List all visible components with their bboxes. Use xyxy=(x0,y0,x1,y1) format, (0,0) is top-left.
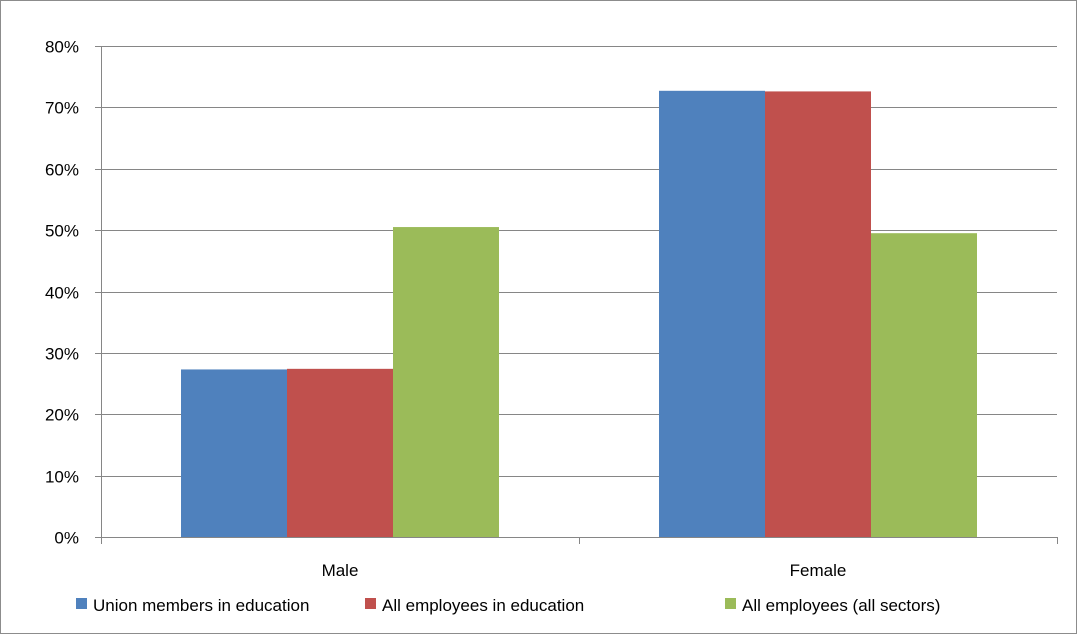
legend-swatch xyxy=(365,598,376,609)
x-tick-label: Female xyxy=(790,561,847,580)
legend-swatch xyxy=(725,598,736,609)
bars xyxy=(181,90,977,538)
x-tick-label: Male xyxy=(322,561,359,580)
y-tick-label: 10% xyxy=(45,468,79,487)
bar-female-series-3 xyxy=(871,233,977,537)
y-tick-label: 20% xyxy=(45,406,79,425)
y-tick-label: 60% xyxy=(45,161,79,180)
y-tick-label: 30% xyxy=(45,345,79,364)
bar-male-series-2 xyxy=(287,368,393,537)
legend-label: All employees (all sectors) xyxy=(742,596,940,615)
y-axis-tick-labels: 0% 10% 20% 30% 40% 50% 60% 70% 80% xyxy=(45,38,79,548)
y-tick-label: 50% xyxy=(45,222,79,241)
bar-female-series-1 xyxy=(659,90,765,538)
y-tick-label: 40% xyxy=(45,284,79,303)
bar-male-series-3 xyxy=(393,227,499,537)
legend-label: All employees in education xyxy=(382,596,584,615)
legend-label: Union members in education xyxy=(93,596,309,615)
axes xyxy=(95,46,1058,544)
bar-female-series-2 xyxy=(765,91,871,537)
y-tick-label: 70% xyxy=(45,99,79,118)
y-tick-label: 0% xyxy=(54,529,79,548)
legend: Union members in education All employees … xyxy=(76,596,940,615)
x-axis-tick-labels: Male Female xyxy=(322,561,847,580)
y-tick-label: 80% xyxy=(45,38,79,57)
legend-swatch xyxy=(76,598,87,609)
bar-male-series-1 xyxy=(181,369,287,537)
